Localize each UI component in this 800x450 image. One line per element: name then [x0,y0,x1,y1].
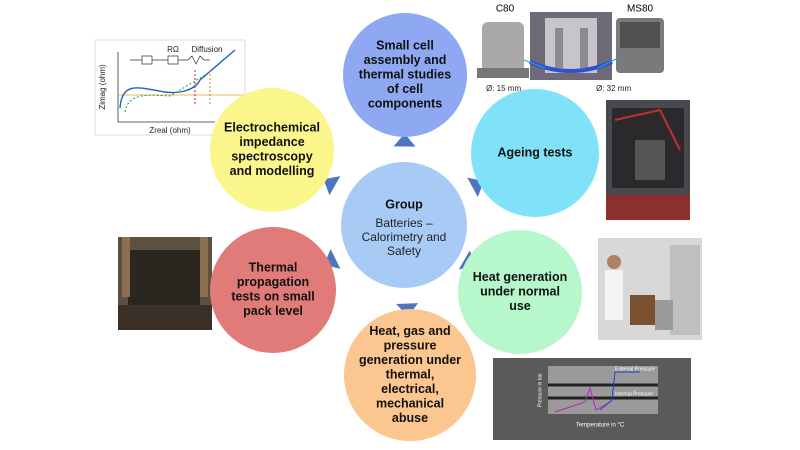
node-label: Small cell [376,38,434,52]
node-label: components [368,96,442,110]
arrow [323,176,341,196]
node-label: propagation [237,275,309,289]
diffusion-label: Diffusion [192,45,223,54]
center-subtitle: Batteries – [375,216,433,230]
calorimeter-photos: C80 MS80 Ø: 15 mm Ø: 32 mm [477,4,664,93]
node-label: Heat, gas and [369,324,450,338]
node-label: thermal, [386,367,435,381]
node-label: Heat generation [473,270,567,284]
node-label: use [509,299,531,313]
pressure-plot: External Pressure Internal Pressure Temp… [493,358,691,440]
heat-generation-photo [598,238,702,340]
center-subtitle: Safety [387,244,421,258]
topic-circle [210,227,336,353]
series-label: External Pressure [615,366,655,372]
y-axis-label: Zimag (ohm) [98,64,107,110]
node-label: impedance [239,135,304,149]
c80-size: Ø: 15 mm [486,84,521,93]
ageing-photo [606,100,690,220]
topic-circle [458,230,582,354]
topic-circle [210,88,334,212]
node-label: and modelling [230,164,315,178]
x-axis-label: Temperature in °C [576,423,625,429]
node-label: assembly and [364,53,447,67]
node-label: Electrochemical [224,121,320,135]
thermal-propagation-photo [118,237,212,330]
node-label: spectroscopy [231,150,312,164]
node-label: pressure [384,338,437,352]
topic-circle [471,89,599,217]
topic-circle [343,13,467,137]
topic-circle [344,309,476,441]
ms80-label: MS80 [627,4,654,15]
node-label: abuse [392,411,428,425]
node-label: pack level [243,304,303,318]
circuit-label: RΩ [167,45,179,54]
y-axis-label: Pressure in bar [537,373,543,407]
node-label: generation under [359,353,461,367]
node-label: tests on small [231,290,314,304]
node-label: Thermal [249,261,298,275]
arrow [393,133,416,147]
impedance-plot: RΩ Diffusion Zreal (ohm) Zimag (ohm) [94,39,246,136]
center-title: Group [385,197,423,211]
node-label: mechanical [376,396,444,410]
x-axis-label: Zreal (ohm) [149,126,191,135]
node-label: thermal studies [359,67,451,81]
center-subtitle: Calorimetry and [362,230,447,244]
ms80-size: Ø: 32 mm [596,84,631,93]
node-label: electrical, [381,382,439,396]
center-circle [341,162,467,288]
node-label: Ageing tests [497,145,572,159]
node-label: under normal [480,284,560,298]
series-label: Internal Pressure [615,391,653,397]
c80-label: C80 [496,4,515,15]
node-label: of cell [387,82,423,96]
